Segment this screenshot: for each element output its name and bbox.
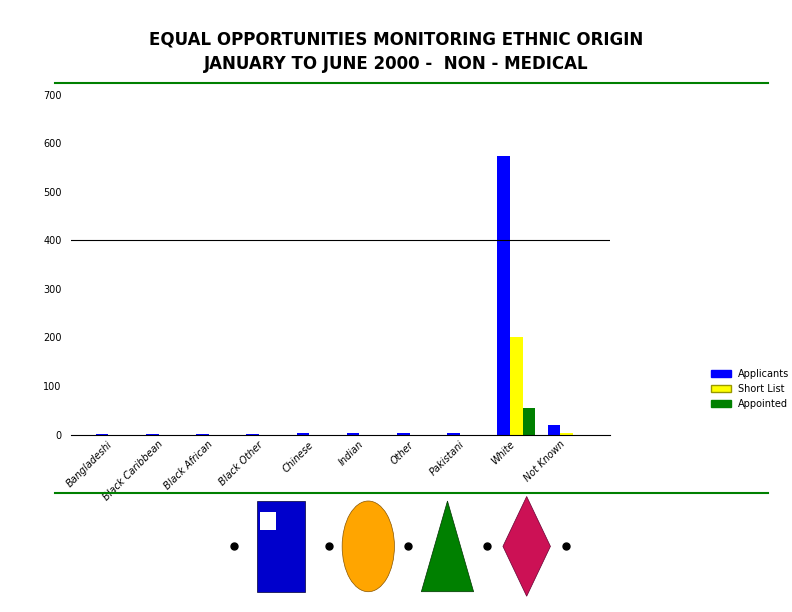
Bar — [497, 155, 510, 435]
Polygon shape — [421, 501, 474, 592]
Bar — [560, 433, 573, 435]
FancyBboxPatch shape — [257, 501, 305, 592]
Bar — [523, 408, 535, 435]
Bar — [397, 433, 409, 435]
Bar — [96, 433, 109, 435]
Ellipse shape — [342, 501, 394, 592]
Text: EQUAL OPPORTUNITIES MONITORING ETHNIC ORIGIN: EQUAL OPPORTUNITIES MONITORING ETHNIC OR… — [149, 31, 643, 49]
Bar — [548, 425, 560, 435]
Legend: Applicants, Short List, Appointed: Applicants, Short List, Appointed — [707, 365, 792, 412]
Polygon shape — [503, 496, 550, 596]
Bar — [297, 433, 309, 435]
Bar — [347, 433, 360, 435]
FancyBboxPatch shape — [260, 512, 276, 531]
Bar — [447, 433, 460, 435]
Bar — [510, 337, 523, 435]
Text: JANUARY TO JUNE 2000 -  NON - MEDICAL: JANUARY TO JUNE 2000 - NON - MEDICAL — [204, 55, 588, 73]
